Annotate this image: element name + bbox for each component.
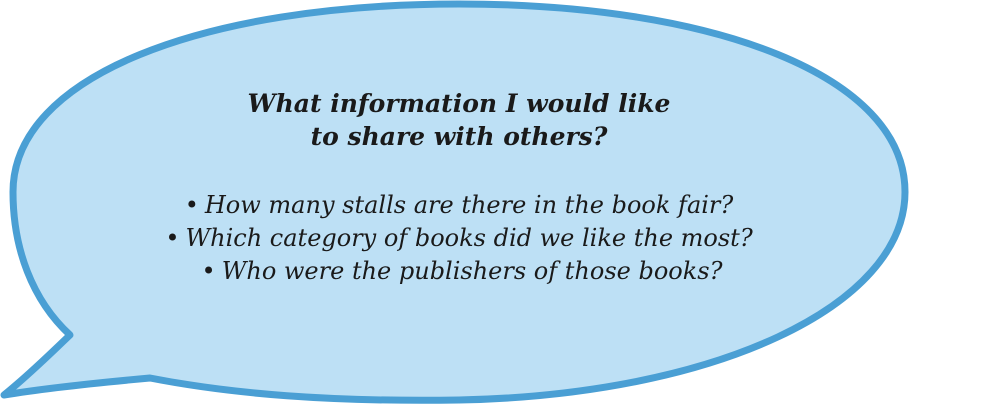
bullet-icon: • (184, 191, 199, 219)
question-text: Which category of books did we like the … (185, 224, 753, 252)
question-text: How many stalls are there in the book fa… (204, 191, 734, 219)
question-item: • How many stalls are there in the book f… (0, 189, 918, 222)
bubble-heading-line-1: What information I would like (247, 89, 671, 118)
bullet-icon: • (165, 224, 180, 252)
bullet-icon: • (201, 257, 216, 285)
question-item: • Which category of books did we like the… (0, 222, 918, 255)
bubble-heading-line-2: to share with others? (310, 122, 608, 151)
question-item: • Who were the publishers of those books? (0, 255, 918, 288)
question-text: Who were the publishers of those books? (221, 257, 723, 285)
question-list: • How many stalls are there in the book f… (0, 189, 918, 288)
